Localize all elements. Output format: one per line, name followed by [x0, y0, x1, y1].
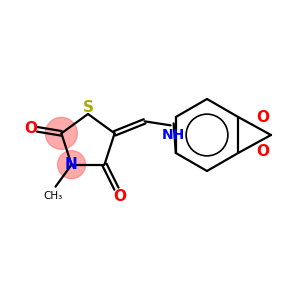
Text: O: O: [113, 189, 126, 204]
Text: NH: NH: [162, 128, 185, 142]
Circle shape: [45, 117, 77, 149]
Circle shape: [58, 151, 86, 179]
Text: O: O: [256, 143, 269, 158]
Text: CH₃: CH₃: [43, 191, 62, 201]
Text: N: N: [64, 157, 77, 172]
Text: O: O: [24, 121, 37, 136]
Text: S: S: [82, 100, 94, 115]
Text: O: O: [256, 110, 269, 125]
